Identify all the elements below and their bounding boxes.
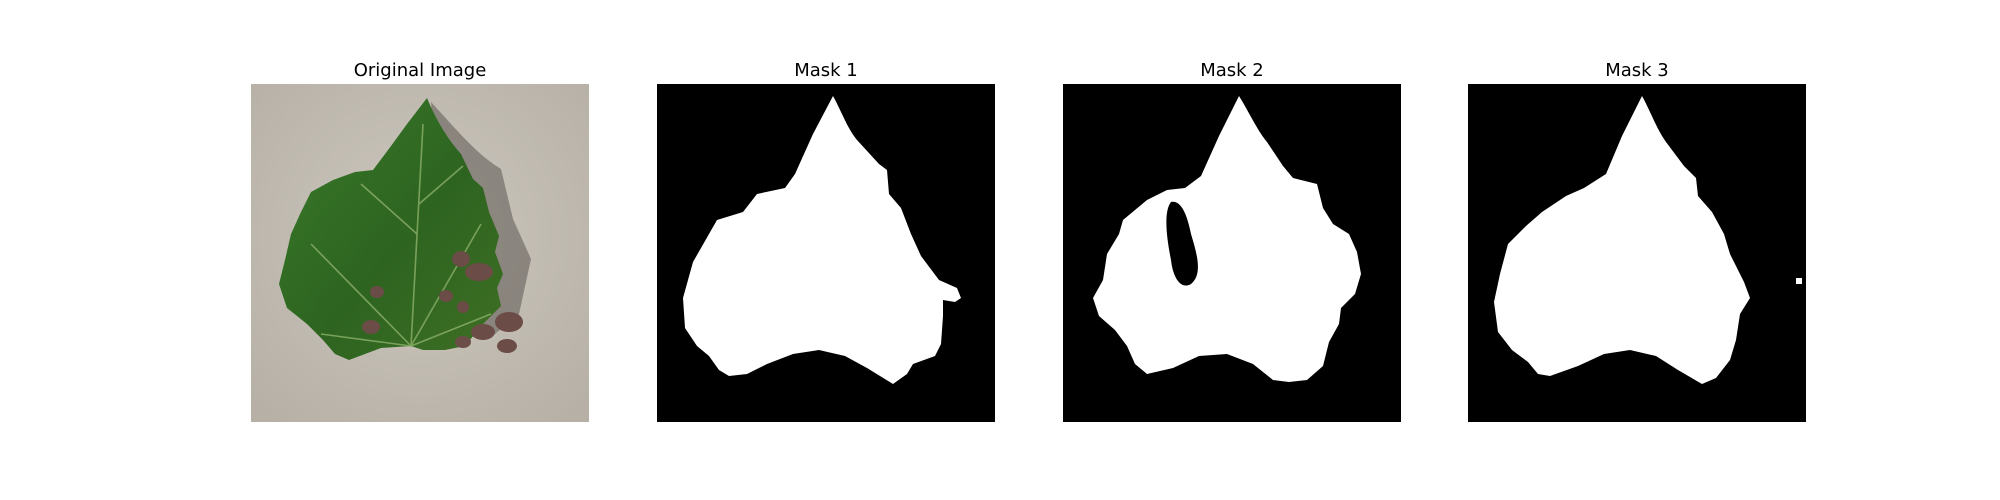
mask-1-image: [657, 84, 995, 422]
panel-original-image: Original Image: [251, 58, 589, 422]
mask-speck: [1796, 278, 1802, 284]
leaf-veins: [310, 123, 492, 347]
panel-title-original: Original Image: [353, 60, 487, 81]
mask-3-image: [1468, 84, 1806, 422]
leaf-lesions: [362, 251, 523, 353]
panel-title-mask-3: Mask 3: [1605, 60, 1669, 81]
panel-title-mask-1: Mask 1: [794, 60, 858, 81]
panel-mask-3: Mask 3: [1468, 58, 1806, 422]
panel-mask-1: Mask 1: [657, 58, 995, 422]
mask-foreground: [1494, 96, 1750, 384]
original-leaf-photo: [251, 84, 589, 422]
panel-title-mask-2: Mask 2: [1200, 60, 1264, 81]
mask-foreground: [683, 96, 961, 384]
mask-foreground: [1093, 96, 1361, 382]
panel-mask-2: Mask 2: [1063, 58, 1401, 422]
mask-2-image: [1063, 84, 1401, 422]
mask-hole: [1166, 201, 1198, 286]
